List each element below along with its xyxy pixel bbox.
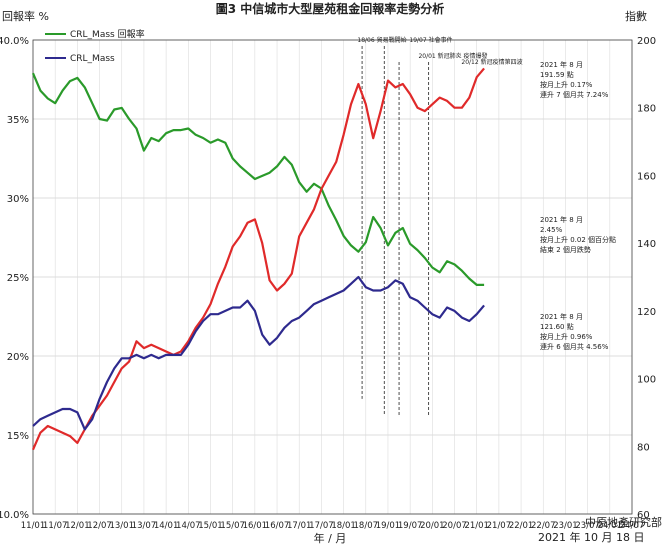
- right-tick-label: 140: [637, 239, 656, 250]
- x-tick-label: 13/01: [109, 521, 134, 531]
- right-tick-label: 120: [637, 307, 656, 318]
- x-tick-label: 19/07: [398, 521, 423, 531]
- note-line: 按月上升 0.02 個百分點: [540, 235, 616, 244]
- x-tick-label: 11/07: [43, 521, 68, 531]
- right-axis-label: 指數: [625, 9, 647, 23]
- series-line-yield: [31, 72, 485, 286]
- note-line: 連升 7 個月共 7.24%: [540, 90, 609, 99]
- x-tick-label: 16/07: [265, 521, 290, 531]
- x-tick-label: 13/07: [132, 521, 157, 531]
- event-annotation-4: 20/12 新冠疫情第四波: [461, 58, 522, 66]
- x-tick-label: 20/01: [420, 521, 445, 531]
- series-layer: [31, 67, 485, 451]
- x-tick-label: 19/01: [376, 521, 401, 531]
- left-tick-label: 40.0%: [0, 36, 29, 47]
- x-tick-label: 21/01: [464, 521, 489, 531]
- legend-label-blue: CRL_Mass: [70, 54, 115, 64]
- x-tick-label: 12/01: [65, 521, 90, 531]
- note-line: 2021 年 8 月: [540, 60, 583, 69]
- svg-text:20/12 新冠疫情第四波: 20/12 新冠疫情第四波: [461, 58, 522, 66]
- left-tick-label: 30%: [7, 194, 29, 205]
- left-tick-label: 10.0%: [0, 510, 29, 521]
- note-line: 連升 6 個月共 4.56%: [540, 342, 609, 351]
- grid-layer: [32, 39, 633, 515]
- plot-frame: [32, 39, 633, 515]
- x-tick-label: 18/07: [354, 521, 379, 531]
- note-line: 121.60 點: [540, 322, 574, 331]
- x-tick-label: 21/07: [487, 521, 512, 531]
- x-tick-label: 18/01: [331, 521, 356, 531]
- date-label: 2021 年 10 月 18 日: [538, 530, 644, 544]
- x-tick-label: 16/01: [243, 521, 268, 531]
- right-tick-label: 200: [637, 36, 656, 47]
- right-tick-label: 100: [637, 375, 656, 386]
- x-axis-label: 年 / 月: [314, 531, 347, 545]
- event-lines: [361, 46, 430, 416]
- legend-label-green: CRL_Mass 回報率: [70, 28, 145, 40]
- note-line: 2021 年 8 月: [540, 215, 583, 224]
- event-annotation-1: 18/06 貿易戰開始: [357, 36, 406, 44]
- chart-title: 圖3 中信城市大型屋苑租金回報率走勢分析: [216, 1, 445, 16]
- series-line-blue-index: [32, 275, 485, 431]
- svg-text:20/01 新冠肺炎 疫情爆發: 20/01 新冠肺炎 疫情爆發: [418, 52, 487, 60]
- x-tick-label: 12/07: [87, 521, 112, 531]
- right-tick-label: 80: [637, 442, 650, 453]
- left-tick-label: 20%: [7, 352, 29, 363]
- event-4-text: 20/12 新冠疫情第四波: [461, 58, 522, 66]
- note-line: 結束 2 個月跌勢: [540, 245, 591, 254]
- x-tick-label: 20/07: [442, 521, 467, 531]
- event-2-text: 19/07 社會事件: [409, 36, 452, 44]
- axis-layer: 10.0% 15% 20% 25% 30% 35% 40.0% 60 80 100 120 140 16…: [0, 36, 656, 531]
- x-tick-label: 17/07: [309, 521, 334, 531]
- x-tick-label: 24/07: [620, 521, 645, 531]
- event-1-text: 18/06 貿易戰開始: [357, 36, 406, 44]
- left-tick-label: 25%: [7, 273, 29, 284]
- x-tick-label: 14/01: [154, 521, 179, 531]
- x-tick-label: 24/01: [598, 521, 623, 531]
- x-tick-label: 23/07: [575, 521, 600, 531]
- note-line: 按月上升 0.17%: [540, 80, 593, 89]
- event-annotation-2: 19/07 社會事件: [409, 36, 452, 44]
- note-line: 按月上升 0.96%: [540, 332, 593, 341]
- x-tick-label: 14/07: [176, 521, 201, 531]
- left-tick-label: 15%: [7, 431, 29, 442]
- x-tick-label: 15/07: [220, 521, 245, 531]
- x-tick-label: 23/01: [553, 521, 578, 531]
- note-line: 191.59 點: [540, 70, 574, 79]
- note-line: 2.45%: [540, 226, 563, 234]
- right-tick-label: 60: [637, 510, 650, 521]
- svg-text:18/06 貿易戰開始: 18/06 貿易戰開始: [357, 36, 406, 44]
- x-tick-label: 15/01: [198, 521, 223, 531]
- note-line: 2021 年 8 月: [540, 312, 583, 321]
- right-tick-label: 160: [637, 171, 656, 182]
- legend: CRL_Mass 回報率 CRL_Mass: [45, 28, 145, 64]
- x-tick-label: 22/07: [531, 521, 556, 531]
- left-tick-label: 35%: [7, 115, 29, 126]
- x-tick-label: 11/01: [21, 521, 46, 531]
- left-axis-label: 回報率 %: [2, 9, 49, 23]
- right-tick-label: 180: [637, 104, 656, 115]
- x-tick-label: 17/01: [287, 521, 312, 531]
- source-label: 中原地產研究部: [585, 515, 662, 529]
- x-tick-label: 22/01: [509, 521, 534, 531]
- event-3-text: 20/01 新冠肺炎 疫情爆發: [418, 52, 487, 60]
- series-line-red-index: [31, 67, 485, 451]
- event-annotation-3: 20/01 新冠肺炎 疫情爆發: [418, 52, 487, 60]
- svg-text:19/07 社會事件: 19/07 社會事件: [409, 36, 452, 44]
